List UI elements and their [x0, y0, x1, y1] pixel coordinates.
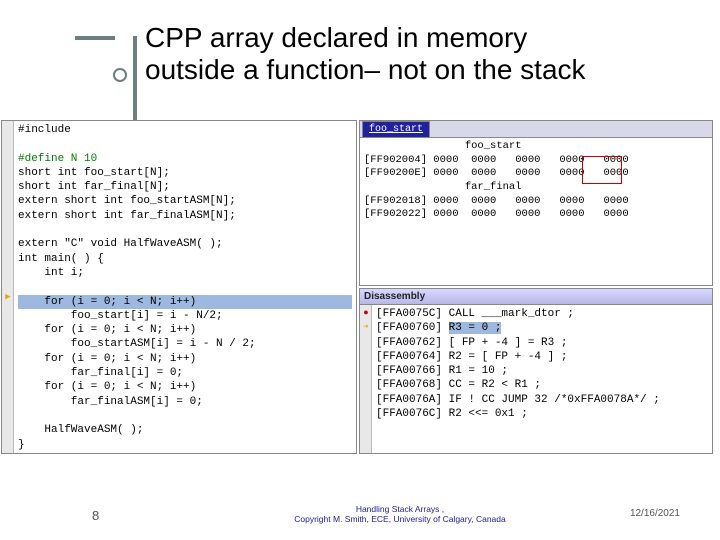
disasm-gutter: ● ➔ [360, 305, 372, 453]
memory-tab[interactable]: foo_start [362, 121, 430, 137]
disassembly-body: [FFA0075C] CALL ___mark_dtor ; [FFA00760… [372, 305, 712, 423]
content-area: ▶ #include #define N 10 short int foo_st… [1, 120, 719, 500]
source-code-pane[interactable]: ▶ #include #define N 10 short int foo_st… [1, 120, 357, 454]
page-number: 8 [92, 508, 99, 523]
right-column: foo_start foo_start [FF902004] 0000 0000… [359, 120, 713, 500]
execution-arrow-icon: ▶ [3, 292, 13, 304]
title-line2: outside a function– not on the stack [145, 54, 586, 85]
footer-caption: Handling Stack Arrays , Copyright M. Smi… [250, 504, 550, 524]
disassembly-title: Disassembly [360, 289, 712, 305]
breakpoint-icon[interactable]: ● [361, 308, 371, 320]
footer: 8 Handling Stack Arrays , Copyright M. S… [0, 504, 720, 532]
disassembly-pane[interactable]: Disassembly ● ➔ [FFA0075C] CALL ___mark_… [359, 288, 713, 454]
footer-date: 12/16/2021 [630, 508, 680, 519]
source-gutter: ▶ [2, 121, 14, 453]
source-code-body: #include #define N 10 short int foo_star… [14, 121, 356, 454]
memory-body: foo_start [FF902004] 0000 0000 0000 0000… [360, 138, 712, 224]
memory-tab-bar: foo_start [360, 121, 712, 138]
title-accent-vertical [133, 36, 137, 132]
footer-line2: Copyright M. Smith, ECE, University of C… [294, 514, 505, 524]
title-line1: CPP array declared in memory [145, 22, 527, 53]
title-accent-dot [113, 68, 127, 82]
slide: CPP array declared in memory outside a f… [0, 0, 720, 540]
memory-pane[interactable]: foo_start foo_start [FF902004] 0000 0000… [359, 120, 713, 286]
title-accent-line [75, 36, 115, 40]
footer-line1: Handling Stack Arrays , [356, 504, 444, 514]
slide-title: CPP array declared in memory outside a f… [145, 22, 586, 86]
execution-arrow-icon: ➔ [361, 322, 371, 334]
